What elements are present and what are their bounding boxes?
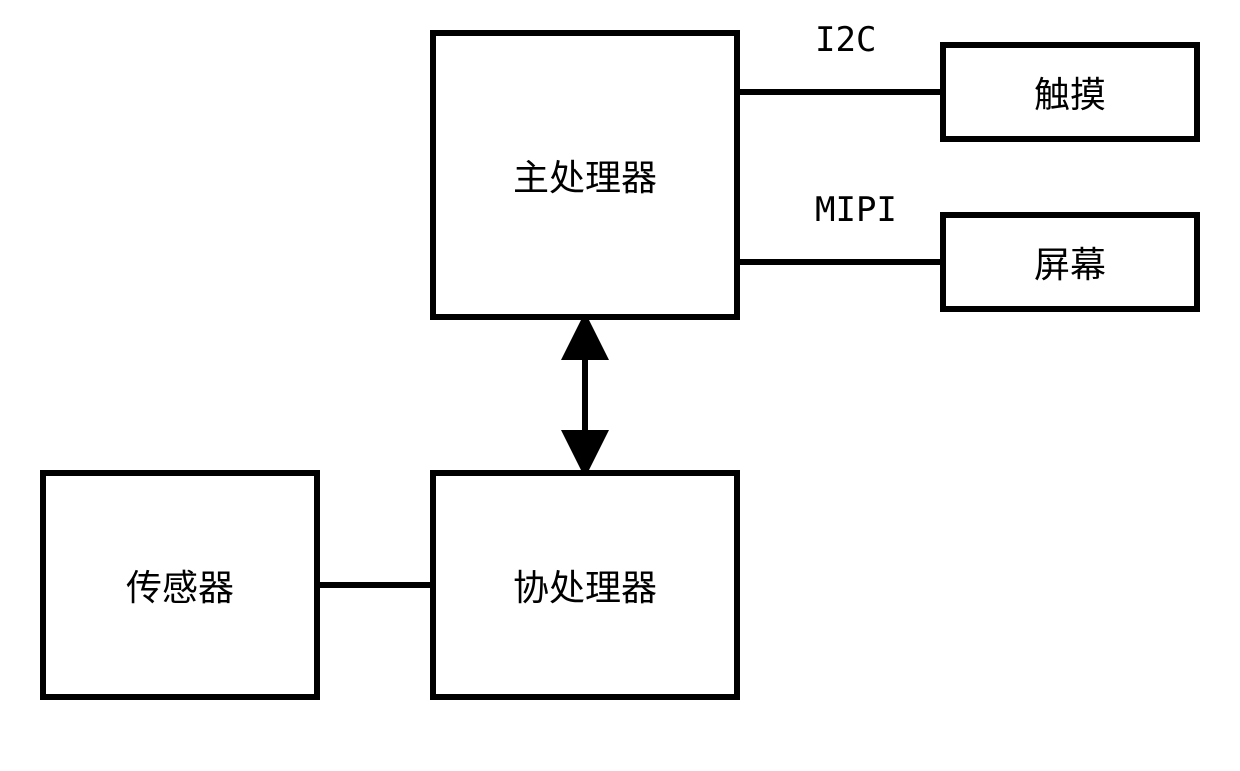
node-label: 触摸 — [1034, 66, 1106, 118]
edge-label-main-to-screen: MIPI — [815, 190, 897, 230]
edge-label-main-to-touch: I2C — [815, 20, 876, 60]
node-co-processor: 协处理器 — [430, 470, 740, 700]
node-main-processor: 主处理器 — [430, 30, 740, 320]
node-label: 主处理器 — [513, 149, 657, 201]
node-sensor: 传感器 — [40, 470, 320, 700]
node-label: 协处理器 — [513, 559, 657, 611]
node-touch: 触摸 — [940, 42, 1200, 142]
node-label: 屏幕 — [1034, 236, 1106, 288]
node-screen: 屏幕 — [940, 212, 1200, 312]
node-label: 传感器 — [126, 559, 234, 611]
